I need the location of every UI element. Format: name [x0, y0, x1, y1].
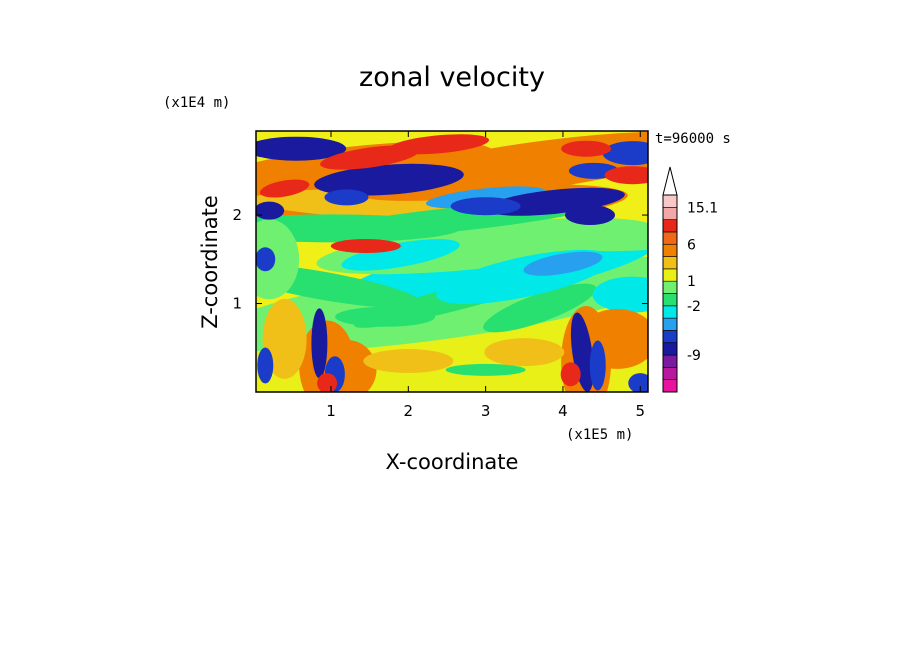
y-axis-title: Z-coordinate — [198, 195, 222, 329]
contour-region — [259, 179, 310, 198]
y-axis: 12 — [232, 206, 648, 313]
colorbar-segment — [662, 354, 678, 368]
contour-region — [523, 251, 603, 276]
contour-region — [256, 136, 347, 161]
x-tick-label: 4 — [558, 402, 568, 420]
contour-region — [256, 219, 300, 300]
plot-frame — [255, 130, 649, 393]
colorbar-segment — [662, 280, 678, 294]
colorbar-segment — [662, 330, 678, 344]
colorbar-segment — [662, 342, 678, 356]
colorbar-segment — [662, 256, 678, 270]
colorbar-segment — [662, 219, 678, 233]
colorbar-segment — [662, 243, 678, 257]
colorbar-label: 1 — [687, 274, 696, 290]
contour-region — [324, 189, 369, 206]
contour-region — [314, 163, 464, 196]
colorbar-segment — [662, 231, 678, 245]
contour-region — [628, 373, 648, 392]
time-label: t=96000 s — [655, 131, 731, 147]
contour-region — [341, 239, 460, 271]
velocity-field — [256, 131, 648, 392]
contour-region — [589, 340, 606, 391]
colorbar-label: 6 — [687, 237, 696, 253]
contour-region — [389, 134, 490, 155]
contour-region — [592, 276, 648, 313]
contour-region — [483, 283, 597, 333]
contour-region — [363, 349, 454, 374]
x-tick-label: 3 — [481, 402, 491, 420]
contour-region — [317, 373, 338, 392]
x-axis-title: X-coordinate — [386, 450, 519, 474]
colorbar-segment — [662, 207, 678, 220]
contour-region — [485, 187, 625, 216]
y-unit-label: (x1E4 m) — [163, 95, 230, 111]
contour-region — [256, 201, 285, 220]
x-tick-label: 5 — [635, 402, 645, 420]
contour-region — [445, 363, 526, 376]
colorbar-label: 15.1 — [687, 200, 718, 216]
contour-region — [262, 298, 307, 379]
x-tick-label: 2 — [404, 402, 414, 420]
colorbar: 15.1 6 1 -2 -9 — [662, 166, 718, 393]
contour-region — [484, 338, 565, 367]
y-tick-label: 2 — [232, 206, 242, 224]
x-tick-label: 1 — [326, 402, 336, 420]
contour-region — [450, 197, 521, 216]
colorbar-label: -2 — [687, 299, 701, 315]
contour-region — [330, 239, 401, 254]
colorbar-frame — [662, 194, 678, 393]
colorbar-extend-arrow — [662, 166, 678, 196]
contour-region — [565, 205, 616, 226]
chart-title: zonal velocity — [359, 62, 545, 93]
colorbar-segment — [662, 305, 678, 319]
contour-region — [604, 166, 648, 185]
colorbar-segment — [662, 194, 678, 208]
contour-region — [335, 306, 436, 327]
colorbar-segment — [662, 293, 678, 307]
contour-region — [256, 153, 335, 198]
contour-region — [560, 362, 581, 387]
contour-region — [602, 141, 648, 166]
colorbar-segment — [662, 317, 678, 331]
contour-region — [257, 347, 274, 384]
x-axis: 1 2 3 4 5 — [326, 131, 645, 420]
contour-region — [519, 223, 648, 252]
x-unit-label: (x1E5 m) — [566, 427, 633, 443]
colorbar-segment — [662, 367, 678, 380]
contour-plot-area — [256, 131, 648, 392]
contour-region — [256, 247, 276, 272]
colorbar-segment — [662, 379, 678, 393]
colorbar-label: -9 — [687, 348, 701, 364]
contour-region — [561, 140, 612, 157]
y-tick-label: 1 — [232, 295, 242, 313]
colorbar-segment — [662, 268, 678, 282]
contour-region — [311, 308, 328, 379]
